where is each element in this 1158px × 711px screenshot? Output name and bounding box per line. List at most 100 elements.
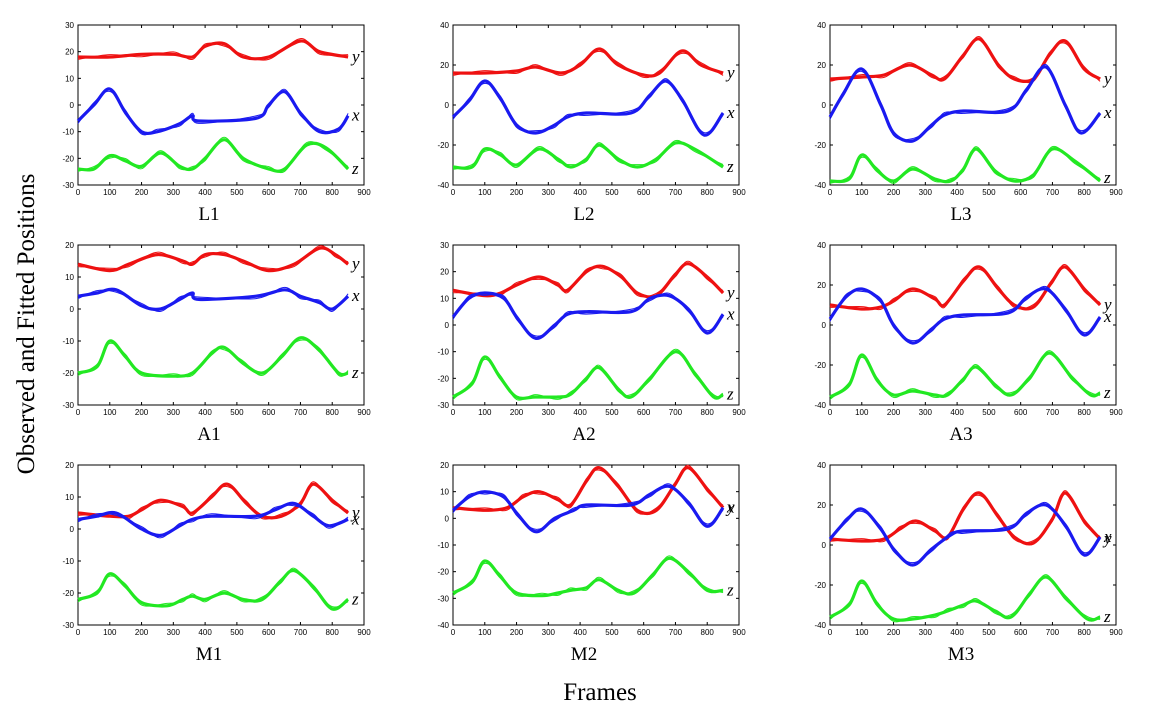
xtick-label: 500 xyxy=(605,628,619,637)
series-y-observed-line xyxy=(452,47,724,78)
series-x-observed-line xyxy=(451,79,725,137)
ytick-label: -20 xyxy=(437,568,449,577)
ytick-label: -20 xyxy=(62,589,74,598)
panel-title-m2: M2 xyxy=(571,644,597,665)
xtick-label: 900 xyxy=(1109,628,1123,637)
ytick-label: 20 xyxy=(817,281,826,290)
xtick-label: 700 xyxy=(1046,628,1060,637)
xtick-label: 900 xyxy=(357,628,371,637)
xtick-label: 400 xyxy=(573,628,587,637)
xtick-label: 700 xyxy=(1046,188,1060,197)
series-y-observed-line xyxy=(829,491,1102,546)
series-y-label: y xyxy=(350,503,360,522)
xtick-label: 700 xyxy=(669,628,683,637)
series-x-label: x xyxy=(351,286,360,305)
xtick-label: 500 xyxy=(230,408,244,417)
panel-title-l2: L2 xyxy=(573,204,594,225)
ytick-label: -20 xyxy=(814,361,826,370)
xtick-label: 0 xyxy=(828,408,833,417)
xtick-label: 700 xyxy=(294,628,308,637)
xtick-label: 100 xyxy=(855,188,869,197)
series-z-observed-line xyxy=(829,575,1101,622)
series-z-observed-line xyxy=(77,336,349,378)
ytick-label: 40 xyxy=(817,461,826,470)
xtick-label: 200 xyxy=(135,628,149,637)
panel-m3: 0 100 200 300 400 500 600 700 800 900 -40 -20 0 20 40 y… xyxy=(814,461,1123,665)
xtick-label: 900 xyxy=(357,188,371,197)
plot-frame-a1 xyxy=(77,244,365,406)
xtick-label: 600 xyxy=(637,408,651,417)
ytick-label: -10 xyxy=(62,128,74,137)
ytick-label: 20 xyxy=(817,501,826,510)
ytick-label: 0 xyxy=(445,321,450,330)
ytick-label: 10 xyxy=(65,74,74,83)
xtick-label: 500 xyxy=(982,628,996,637)
ytick-label: 20 xyxy=(440,268,449,277)
ytick-label: -30 xyxy=(62,401,74,410)
series-z-label: z xyxy=(351,589,359,608)
panel-a3: 0 100 200 300 400 500 600 700 800 900 -40 -20 0 20 40 y… xyxy=(814,241,1123,445)
xtick-label: 500 xyxy=(230,188,244,197)
series-y-label: y xyxy=(350,47,360,66)
series-z-observed-line xyxy=(77,138,350,173)
xtick-label: 700 xyxy=(669,408,683,417)
ytick-label: -40 xyxy=(814,401,826,410)
series-z-fitted-line xyxy=(77,136,349,174)
xtick-label: 200 xyxy=(510,408,524,417)
series-z-observed-line xyxy=(77,568,350,611)
panel-l1: 0 100 200 300 400 500 600 700 800 900 -30 -20 -10 0 10… xyxy=(62,21,371,225)
ytick-label: 20 xyxy=(65,48,74,57)
xtick-label: 800 xyxy=(326,628,340,637)
ytick-label: -40 xyxy=(814,621,826,630)
series-z-label: z xyxy=(726,157,734,176)
xtick-label: 500 xyxy=(605,408,619,417)
series-y-label: y xyxy=(725,498,735,517)
series-y-label: y xyxy=(1102,529,1112,548)
xtick-label: 600 xyxy=(262,408,276,417)
figure-ylabel: Observed and Fitted Positions xyxy=(13,174,40,475)
xtick-label: 400 xyxy=(950,628,964,637)
ytick-label: -10 xyxy=(62,337,74,346)
series-x-observed-line xyxy=(828,65,1102,143)
panel-title-l3: L3 xyxy=(950,204,971,225)
ytick-label: 40 xyxy=(440,21,449,30)
ytick-label: 20 xyxy=(440,61,449,70)
xtick-label: 0 xyxy=(451,408,456,417)
xtick-label: 900 xyxy=(732,628,746,637)
xtick-label: 800 xyxy=(1078,188,1092,197)
ytick-label: -30 xyxy=(62,621,74,630)
ytick-label: 10 xyxy=(65,493,74,502)
plot-frame-m2 xyxy=(452,464,740,626)
ytick-label: 0 xyxy=(70,525,75,534)
xtick-label: 600 xyxy=(1014,408,1028,417)
series-z-label: z xyxy=(351,363,359,382)
plot-frame-m1 xyxy=(77,464,365,626)
series-x-label: x xyxy=(726,498,735,517)
panel-title-l1: L1 xyxy=(198,204,219,225)
ytick-label: 0 xyxy=(70,101,75,110)
ytick-label: -10 xyxy=(437,348,449,357)
xtick-label: 700 xyxy=(294,188,308,197)
series-y-label: y xyxy=(725,63,735,82)
series-z-observed-line xyxy=(829,351,1101,399)
ytick-label: 20 xyxy=(440,461,449,470)
xtick-label: 800 xyxy=(326,188,340,197)
xtick-label: 200 xyxy=(135,188,149,197)
xtick-label: 400 xyxy=(198,408,212,417)
ytick-label: 40 xyxy=(817,241,826,250)
ytick-label: -20 xyxy=(62,369,74,378)
xtick-label: 200 xyxy=(887,188,901,197)
xtick-label: 0 xyxy=(76,408,81,417)
xtick-label: 300 xyxy=(542,188,556,197)
panel-title-a3: A3 xyxy=(949,424,972,445)
series-x-label: x xyxy=(726,103,735,122)
xtick-label: 500 xyxy=(982,188,996,197)
series-z-observed-line xyxy=(452,141,724,170)
series-x-observed-line xyxy=(77,501,349,538)
series-x-observed-line xyxy=(828,287,1102,345)
ytick-label: 10 xyxy=(440,488,449,497)
series-z-observed-line xyxy=(452,556,724,598)
ytick-label: 0 xyxy=(822,541,827,550)
ytick-label: -10 xyxy=(437,541,449,550)
xtick-label: 100 xyxy=(855,408,869,417)
